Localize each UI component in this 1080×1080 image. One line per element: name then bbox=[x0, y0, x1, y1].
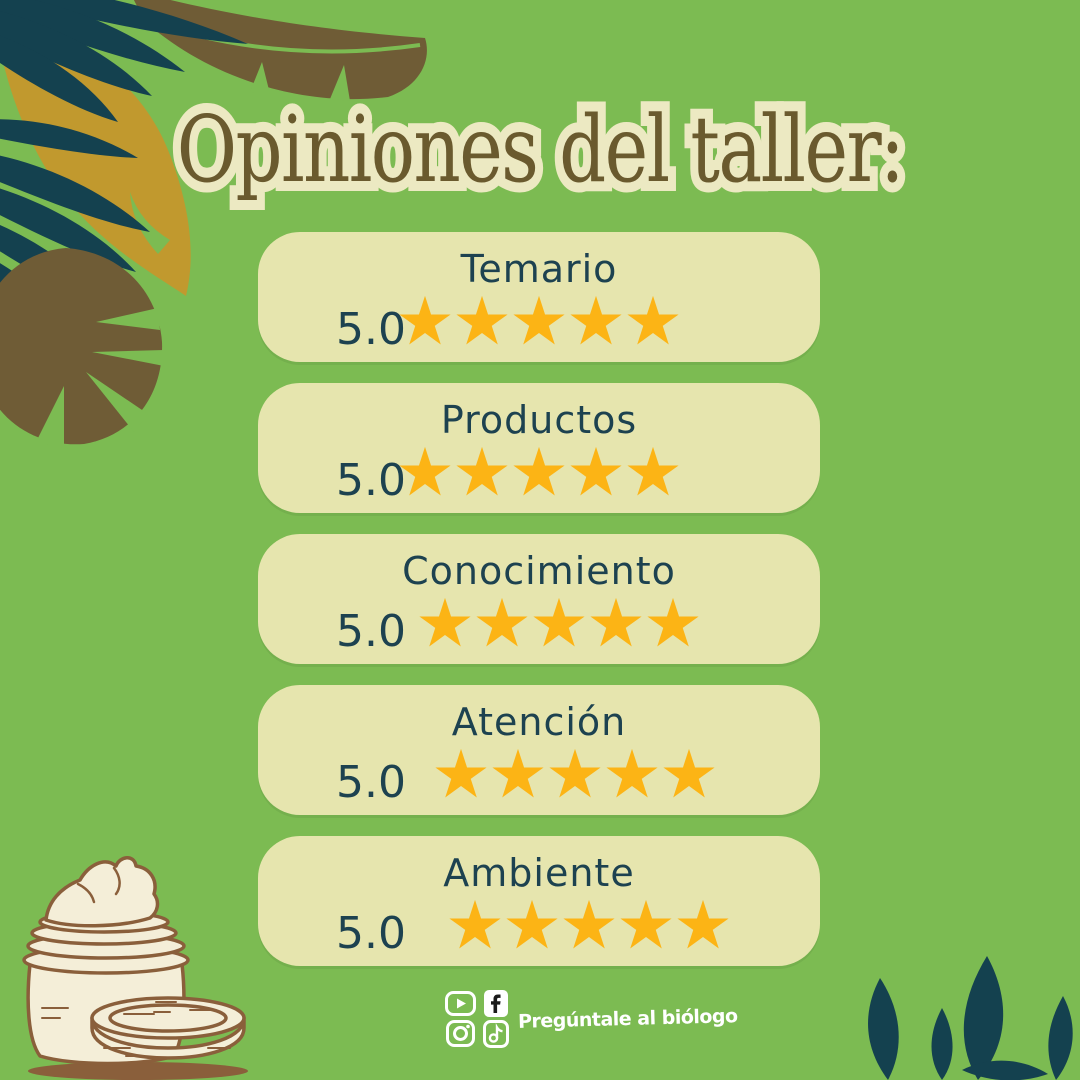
rating-card-temario: Temario 5.0 bbox=[258, 232, 820, 362]
leaf-icon bbox=[931, 1008, 953, 1080]
star-icon bbox=[570, 295, 622, 345]
star-icon bbox=[492, 748, 544, 798]
star-icon bbox=[627, 446, 679, 496]
leaf-cluster-bottom-right-illustration bbox=[868, 956, 1073, 1080]
social-icons bbox=[445, 990, 509, 1048]
rating-card-conocimiento: Conocimiento 5.0 bbox=[258, 534, 820, 664]
star-icon bbox=[563, 899, 615, 949]
rating-score: 5.0 bbox=[336, 908, 406, 959]
rating-category-label: Ambiente bbox=[443, 851, 635, 895]
leaf-icon bbox=[1048, 996, 1073, 1080]
leaf-icon bbox=[962, 1060, 1048, 1080]
rating-category-label: Temario bbox=[460, 247, 618, 291]
rating-score: 5.0 bbox=[336, 757, 406, 808]
star-icon bbox=[506, 899, 558, 949]
tiktok-icon[interactable] bbox=[482, 1019, 509, 1048]
star-icon bbox=[647, 597, 699, 647]
star-icon bbox=[476, 597, 528, 647]
star-icon bbox=[677, 899, 729, 949]
jar-shadow bbox=[28, 1062, 248, 1080]
jar-lid bbox=[90, 996, 246, 1060]
rating-card-list: Temario 5.0 Productos 5.0 Conocimiento 5… bbox=[258, 232, 820, 966]
star-icon bbox=[435, 748, 487, 798]
page-title: Opiniones del taller: bbox=[169, 86, 913, 213]
star-icon bbox=[399, 295, 451, 345]
cream-swirl bbox=[44, 856, 160, 928]
star-icon bbox=[627, 295, 679, 345]
rating-score: 5.0 bbox=[336, 606, 406, 657]
banana-leaf bbox=[133, 0, 427, 101]
rating-score: 5.0 bbox=[336, 304, 406, 355]
rating-category-label: Atención bbox=[451, 700, 627, 744]
star-rating bbox=[308, 898, 870, 951]
star-rating bbox=[258, 445, 820, 498]
footer: Pregúntale al biólogo bbox=[445, 990, 738, 1048]
star-icon bbox=[533, 597, 585, 647]
star-icon bbox=[606, 748, 658, 798]
rating-card-productos: Productos 5.0 bbox=[258, 383, 820, 513]
star-icon bbox=[590, 597, 642, 647]
rating-category-label: Conocimiento bbox=[402, 549, 676, 593]
star-icon bbox=[456, 295, 508, 345]
star-icon bbox=[513, 295, 565, 345]
star-icon bbox=[399, 446, 451, 496]
rating-card-atencion: Atención 5.0 bbox=[258, 685, 820, 815]
star-icon bbox=[449, 899, 501, 949]
star-icon bbox=[513, 446, 565, 496]
jar-body bbox=[22, 910, 190, 1066]
youtube-icon[interactable] bbox=[445, 991, 476, 1016]
star-icon bbox=[456, 446, 508, 496]
star-rating bbox=[278, 596, 840, 649]
leaf-icon bbox=[963, 956, 1004, 1080]
leaf-icon bbox=[868, 978, 899, 1080]
facebook-icon[interactable] bbox=[483, 990, 508, 1017]
jar-hatching bbox=[41, 1001, 231, 1057]
star-icon bbox=[549, 748, 601, 798]
instagram-icon[interactable] bbox=[446, 1020, 475, 1047]
star-rating bbox=[294, 747, 856, 800]
star-rating bbox=[258, 294, 820, 347]
star-icon bbox=[620, 899, 672, 949]
star-icon bbox=[419, 597, 471, 647]
rating-category-label: Productos bbox=[440, 398, 638, 442]
brand-name: Pregúntale al biólogo bbox=[517, 1004, 738, 1033]
rating-score: 5.0 bbox=[336, 455, 406, 506]
cream-jar-illustration bbox=[22, 856, 248, 1080]
star-icon bbox=[570, 446, 622, 496]
monstera-leaf bbox=[0, 248, 164, 448]
rating-card-ambiente: Ambiente 5.0 bbox=[258, 836, 820, 966]
star-icon bbox=[663, 748, 715, 798]
